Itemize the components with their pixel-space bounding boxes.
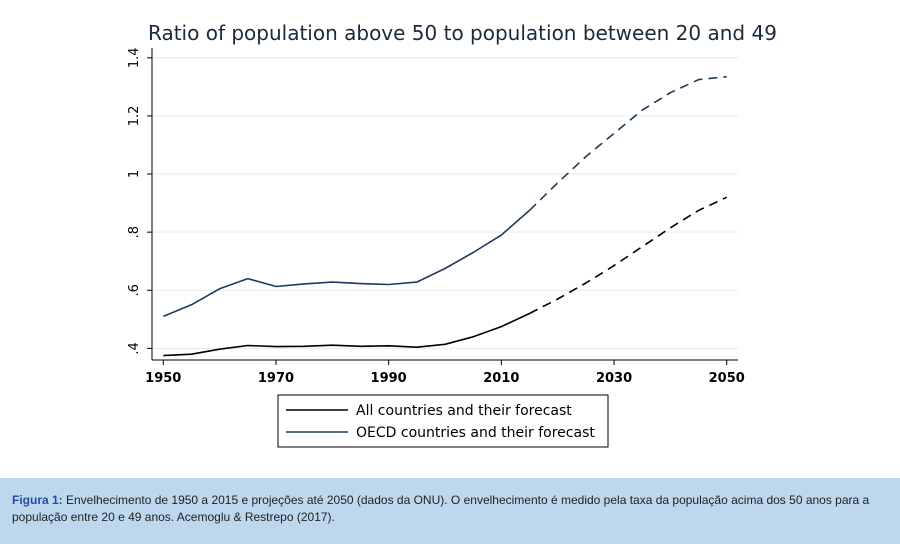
series-line-all-countries-historical [163,312,530,357]
figure-caption: Figura 1: Envelhecimento de 1950 a 2015 … [0,478,900,544]
chart: Ratio of population above 50 to populati… [127,21,777,448]
x-tick-label: 2050 [709,371,745,386]
plot-background [152,52,738,360]
legend-label: OECD countries and their forecast [356,425,595,441]
y-tick-label: .6 [127,284,142,296]
y-tick-label: 1 [127,170,142,178]
caption-text: Envelhecimento de 1950 a 2015 e projeçõe… [12,493,870,524]
legend-box [277,394,609,448]
x-tick-label: 1950 [145,371,181,386]
x-tick-label: 1990 [371,371,407,386]
legend: All countries and their forecast OECD cou… [277,394,609,448]
series-line-oecd-historical [162,209,531,318]
series-line-all-countries-forecast [529,196,728,315]
y-tick-label: .8 [127,226,142,238]
y-tick-label: 1.2 [127,106,142,127]
chart-title: Ratio of population above 50 to populati… [148,21,777,45]
plot-region: .4 .6 .8 1 1.2 1.4 1950 1970 1990 2010 2030 2050 [127,47,745,386]
x-tick-label: 2030 [596,371,632,386]
x-tick-label: 2010 [483,371,519,386]
series-line-oecd-forecast [528,75,727,211]
y-tick-label: 1.4 [127,47,142,68]
y-tick-label: .4 [127,342,142,354]
x-tick-label: 1970 [258,371,294,386]
legend-label: All countries and their forecast [356,403,572,419]
caption-label: Figura 1: [12,493,63,507]
